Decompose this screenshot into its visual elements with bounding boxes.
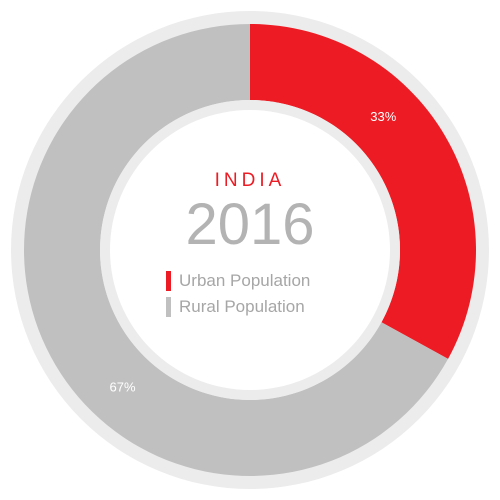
slice-value-urban: 33%	[370, 109, 396, 124]
slice-value-rural: 67%	[110, 380, 136, 395]
slice-rural	[24, 24, 449, 476]
slice-labels: 33% 67%	[110, 109, 397, 395]
donut-slices	[24, 24, 477, 476]
slice-urban	[250, 24, 477, 359]
center-hole	[110, 110, 390, 390]
